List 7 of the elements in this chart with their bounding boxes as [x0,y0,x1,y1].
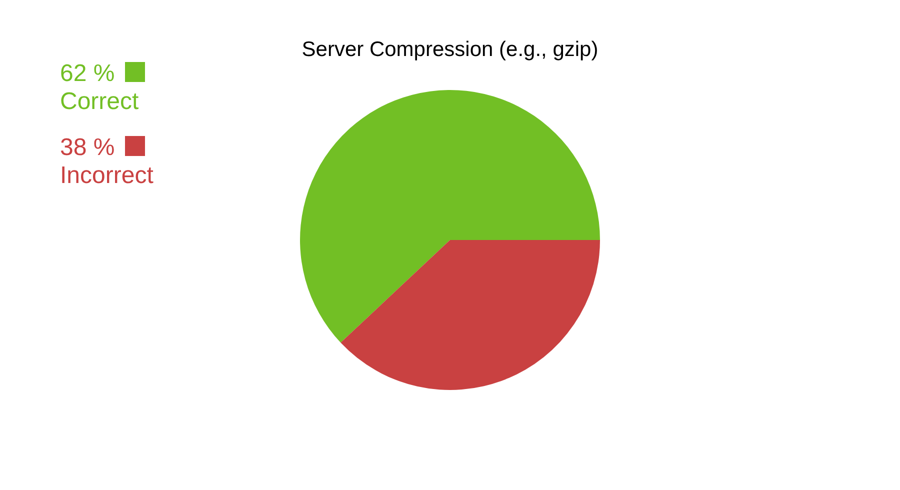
data-label: 38 % [60,134,115,161]
chart-title: Server Compression (e.g., gzip) [302,38,598,61]
data-label: 62 % [60,60,115,87]
pie-slice [340,240,600,390]
legend-label: Correct [60,88,139,115]
legend-label: Incorrect [60,162,154,189]
pie-slice [300,90,600,343]
